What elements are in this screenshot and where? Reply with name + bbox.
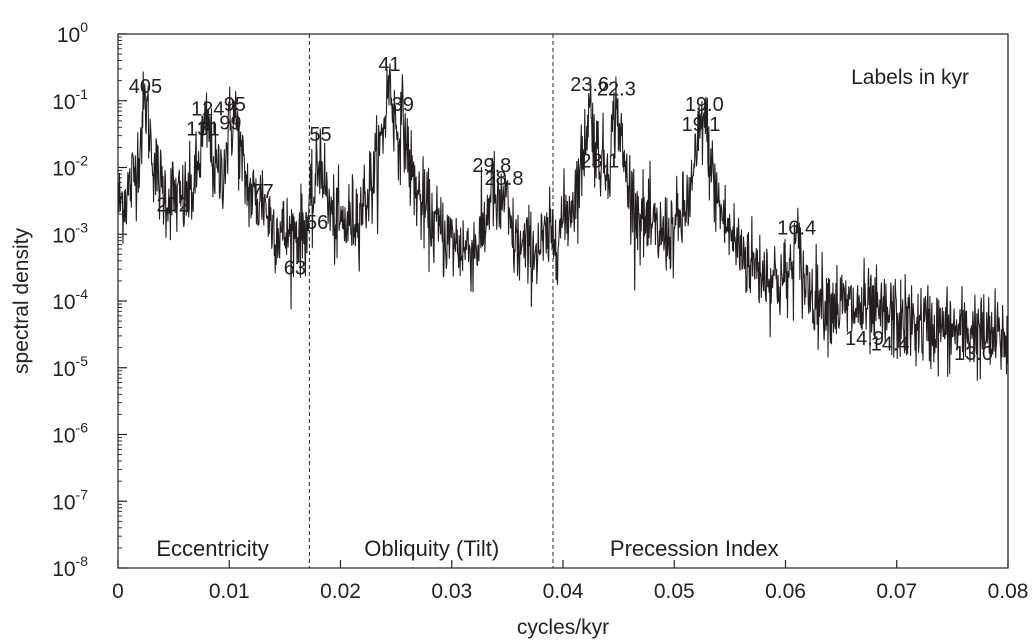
region-label-1: Obliquity (Tilt) (364, 536, 499, 561)
y-tick-label: 10-6 (52, 420, 88, 448)
x-tick-label: 0.02 (320, 580, 361, 603)
y-axis-ticks: 100 10-1 10-2 10-3 10-4 10-5 10-6 10-7 10-8 (52, 19, 127, 581)
peak-label-202: 202 (156, 194, 189, 216)
peak-label-77: 77 (252, 181, 274, 203)
y-tick-label: 10-3 (52, 219, 88, 247)
peak-label-56: 56 (306, 212, 328, 234)
y-tick-label: 10-8 (52, 553, 88, 581)
peak-label-13-0: 13.0 (954, 343, 993, 365)
peak-label-63: 63 (284, 257, 306, 279)
x-tick-label: 0.05 (654, 580, 695, 603)
region-label-0: Eccentricity (156, 536, 268, 561)
peak-label-55: 55 (309, 124, 331, 146)
peak-label-23-6: 23.6 (570, 74, 609, 96)
peak-label-131: 131 (186, 119, 219, 141)
x-tick-label: 0.03 (431, 580, 472, 603)
peak-label-28-8: 28.8 (485, 168, 524, 190)
y-tick-label: 10-5 (52, 353, 88, 381)
peak-label-99: 99 (219, 113, 241, 135)
peak-label-39: 39 (392, 94, 414, 116)
peak-label-14-4: 14.4 (871, 334, 910, 356)
region-labels: Eccentricity Obliquity (Tilt) Precession I… (156, 536, 778, 561)
y-axis-title: spectral density (10, 228, 33, 374)
x-tick-label: 0.04 (543, 580, 584, 603)
y-tick-label: 100 (57, 19, 88, 47)
region-label-2: Precession Index (610, 536, 779, 561)
peak-label-22-3: 22.3 (597, 78, 636, 100)
x-tick-label: 0.08 (988, 580, 1029, 603)
x-tick-label: 0.06 (765, 580, 806, 603)
peak-label-16-4: 16.4 (777, 217, 816, 239)
labels-unit-note: Labels in kyr (851, 66, 969, 89)
peak-label-41: 41 (378, 54, 400, 76)
x-tick-label: 0.01 (209, 580, 250, 603)
spectrum-line (117, 63, 1009, 382)
peak-label-405: 405 (129, 76, 162, 98)
peak-label-124: 124 (191, 99, 224, 121)
peak-label-23-1: 23.1 (580, 151, 619, 173)
x-axis-title: cycles/kyr (517, 616, 609, 639)
y-tick-label: 10-1 (52, 86, 88, 114)
region-dividers (308, 34, 554, 568)
x-tick-label: 0.07 (876, 580, 917, 603)
peak-label-95: 95 (224, 94, 246, 116)
x-axis-ticks: 0 0.01 0.02 0.03 0.04 0.05 0.06 0.07 0.08 (112, 560, 1028, 603)
y-tick-label: 10-4 (52, 286, 88, 314)
y-tick-label: 10-2 (52, 153, 88, 181)
peak-label-29-8: 29.8 (472, 155, 511, 177)
x-tick-label: 0 (112, 580, 124, 603)
peak-label-14-9: 14.9 (845, 328, 884, 350)
peak-label-19-0: 19.0 (685, 94, 724, 116)
y-tick-label: 10-7 (52, 486, 88, 514)
peak-label-19-1: 19.1 (681, 114, 720, 136)
